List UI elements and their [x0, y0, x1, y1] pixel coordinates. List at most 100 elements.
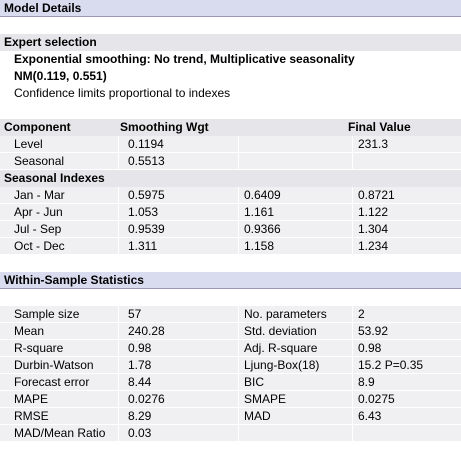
- cell-text: Durbin-Watson: [14, 358, 94, 372]
- cell-text: 2: [358, 307, 365, 321]
- row: Forecast error 8.44 BIC 8.9: [0, 374, 461, 391]
- cell-text: Sample size: [14, 307, 80, 321]
- cell-border: [352, 136, 353, 153]
- cell-text: 0.8721: [358, 188, 395, 202]
- cell-border: [118, 340, 119, 357]
- cell-border: [238, 187, 239, 204]
- cell-border: [238, 391, 239, 408]
- cell-text: 8.9: [358, 375, 375, 389]
- row: MAPE 0.0276 SMAPE 0.0275: [0, 391, 461, 408]
- row: Sample size 57 No. parameters 2: [0, 306, 461, 323]
- cell-text: 0.0275: [358, 392, 395, 406]
- row: Confidence limits proportional to indexe…: [0, 85, 461, 102]
- row: Durbin-Watson 1.78 Ljung-Box(18) 15.2 P=0.3…: [0, 357, 461, 374]
- cell-border: [352, 204, 353, 221]
- row: Apr - Jun 1.053 1.161 1.122: [0, 204, 461, 221]
- cell-border: [118, 357, 119, 374]
- cell-border: [238, 153, 239, 170]
- cell-text: Final Value: [348, 120, 411, 134]
- cell-text: Std. deviation: [244, 324, 317, 338]
- cell-border: [118, 153, 119, 170]
- cell-border: [352, 340, 353, 357]
- row: Jan - Mar 0.5975 0.6409 0.8721: [0, 187, 461, 204]
- cell-text: Oct - Dec: [14, 239, 65, 253]
- cell-border: [352, 374, 353, 391]
- cell-border: [352, 238, 353, 255]
- cell-border: [238, 221, 239, 238]
- row: MAD/Mean Ratio 0.03: [0, 425, 461, 442]
- cell-text: 1.304: [358, 222, 389, 236]
- cell-text: Ljung-Box(18): [244, 358, 320, 372]
- cell-border: [118, 187, 119, 204]
- cell-text: 0.98: [128, 341, 152, 355]
- cell-border: [238, 323, 239, 340]
- cell-text: 8.29: [128, 409, 152, 423]
- cell-text: 0.98: [358, 341, 382, 355]
- cell-text: 0.5513: [128, 154, 165, 168]
- cell-border: [238, 425, 239, 442]
- cell-border: [118, 374, 119, 391]
- cell-text: MAPE: [14, 392, 49, 406]
- cell-text: Model Details: [4, 1, 82, 15]
- row: Mean 240.28 Std. deviation 53.92: [0, 323, 461, 340]
- cell-text: 1.053: [128, 205, 159, 219]
- cell-text: Level: [14, 137, 43, 151]
- row: R-square 0.98 Adj. R-square 0.98: [0, 340, 461, 357]
- cell-text: 231.3: [358, 137, 389, 151]
- cell-text: BIC: [244, 375, 265, 389]
- cell-border: [118, 323, 119, 340]
- row: Level 0.1194 231.3: [0, 136, 461, 153]
- cell-border: [352, 391, 353, 408]
- cell-border: [238, 238, 239, 255]
- cell-text: Seasonal: [14, 154, 65, 168]
- cell-border: [238, 136, 239, 153]
- cell-border: [118, 391, 119, 408]
- cell-border: [118, 408, 119, 425]
- cell-text: Exponential smoothing: No trend, Multipl…: [14, 52, 355, 66]
- row: Seasonal Indexes: [0, 170, 461, 187]
- cell-text: Seasonal Indexes: [4, 171, 105, 185]
- row: RMSE 8.29 MAD 6.43: [0, 408, 461, 425]
- cell-text: MAD/Mean Ratio: [14, 426, 106, 440]
- cell-text: 0.6409: [244, 188, 281, 202]
- cell-text: Within-Sample Statistics: [4, 273, 144, 287]
- cell-border: [238, 408, 239, 425]
- cell-border: [352, 187, 353, 204]
- cell-text: 0.9539: [128, 222, 165, 236]
- row: Model Details: [0, 0, 461, 17]
- cell-text: 0.0276: [128, 392, 165, 406]
- cell-text: No. parameters: [244, 307, 327, 321]
- row: Component Smoothing Wgt Final Value: [0, 119, 461, 136]
- cell-border: [352, 357, 353, 374]
- row: NM(0.119, 0.551): [0, 68, 461, 85]
- row: Oct - Dec 1.311 1.158 1.234: [0, 238, 461, 255]
- cell-text: 0.1194: [128, 137, 164, 151]
- cell-text: 1.78: [128, 358, 152, 372]
- row: Within-Sample Statistics: [0, 272, 461, 289]
- cell-text: 1.122: [358, 205, 389, 219]
- cell-text: MAD: [244, 409, 271, 423]
- cell-text: 8.44: [128, 375, 152, 389]
- cell-text: 0.03: [128, 426, 152, 440]
- cell-text: 0.9366: [244, 222, 281, 236]
- cell-text: Adj. R-square: [244, 341, 318, 355]
- cell-text: Expert selection: [4, 35, 97, 49]
- cell-border: [352, 221, 353, 238]
- cell-border: [352, 425, 353, 442]
- cell-text: Apr - Jun: [14, 205, 63, 219]
- cell-text: 0.5975: [128, 188, 165, 202]
- cell-text: Jan - Mar: [14, 188, 65, 202]
- cell-border: [118, 136, 119, 153]
- cell-text: 1.161: [244, 205, 275, 219]
- cell-text: 6.43: [358, 409, 382, 423]
- cell-border: [118, 204, 119, 221]
- cell-border: [238, 306, 239, 323]
- cell-text: Mean: [14, 324, 45, 338]
- cell-text: Jul - Sep: [14, 222, 62, 236]
- cell-border: [118, 221, 119, 238]
- cell-text: Component: [4, 120, 71, 134]
- cell-border: [118, 238, 119, 255]
- row: Jul - Sep 0.9539 0.9366 1.304: [0, 221, 461, 238]
- cell-border: [352, 408, 353, 425]
